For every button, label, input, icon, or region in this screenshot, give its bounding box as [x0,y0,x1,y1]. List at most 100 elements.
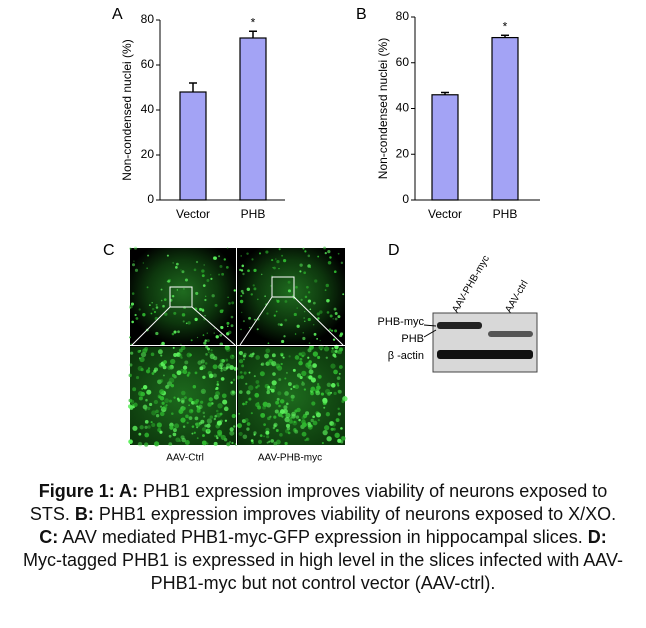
speckle [270,385,276,391]
speckle [291,413,296,419]
speckle [295,415,300,419]
speckle [208,397,213,402]
speckle [293,428,297,431]
speckle [267,342,270,345]
speckle [205,295,207,297]
speckle [241,311,243,314]
caption-text: PHB1 expression improves viability of ne… [29,481,608,524]
speckle [287,280,291,284]
speckle [310,377,316,383]
speckle [196,408,201,413]
speckle [273,266,276,270]
speckle [208,376,212,379]
speckle [129,399,135,404]
speckle [320,392,325,396]
speckle [286,426,291,431]
speckle [239,299,244,304]
speckle [337,389,341,393]
annotation: * [251,15,256,29]
speckle [208,373,214,379]
speckle [240,328,242,331]
speckle [243,419,247,424]
band [488,331,533,337]
speckle [283,335,286,338]
speckle [147,254,150,257]
speckle [157,379,162,385]
speckle [215,435,218,438]
speckle [212,364,218,370]
speckle [334,432,340,438]
annotation: * [503,19,508,33]
speckle [225,358,229,362]
speckle [155,414,160,418]
speckle [334,349,338,353]
speckle [315,390,321,396]
speckle [141,387,144,390]
speckle [194,416,199,421]
speckle [275,258,277,260]
speckle [320,348,323,351]
speckle [333,391,337,396]
speckle [238,350,243,356]
speckle [305,411,310,416]
speckle [310,418,314,423]
speckle [294,355,300,360]
speckle [305,362,311,368]
bar [179,91,207,201]
speckle [242,320,245,323]
speckle [135,317,139,320]
speckle [242,434,248,440]
speckle [151,302,153,304]
speckle [129,336,131,339]
speckle [146,286,149,289]
speckle [166,280,169,283]
x-tick-label: Vector [428,207,462,221]
speckle [204,339,208,342]
speckle [292,420,298,426]
speckle [196,437,199,440]
speckle [327,249,331,254]
speckle [255,386,258,389]
speckle [248,385,254,391]
speckle [333,369,338,375]
speckle [325,412,330,417]
speckle [240,269,244,272]
speckle [254,392,260,398]
speckle [309,308,312,311]
speckle [247,269,250,273]
speckle [215,388,218,391]
speckle [316,312,320,316]
speckle [219,358,225,364]
speckle [142,313,146,317]
speckle [301,422,307,428]
caption-text: B: [74,504,94,524]
speckle [180,417,186,423]
speckle [342,396,348,402]
speckle [227,330,232,335]
speckle [155,331,159,336]
speckle [175,266,178,269]
speckle [172,262,174,264]
speckle [138,308,141,311]
speckle [142,348,148,354]
speckle [323,246,327,250]
speckle [176,397,180,401]
speckle [279,323,283,327]
speckle [270,439,275,443]
speckle [228,302,231,305]
speckle [129,363,133,367]
speckle [304,295,308,299]
speckle [280,354,284,357]
speckle [277,323,281,326]
y-tick-label: 80 [396,9,410,23]
speckle [276,397,280,401]
speckle [180,345,186,351]
speckle [146,267,148,269]
speckle [157,349,163,355]
speckle [216,436,219,440]
speckle [207,351,210,354]
speckle [285,371,288,374]
speckle [307,317,311,322]
speckle [281,339,285,344]
speckle [130,343,133,346]
